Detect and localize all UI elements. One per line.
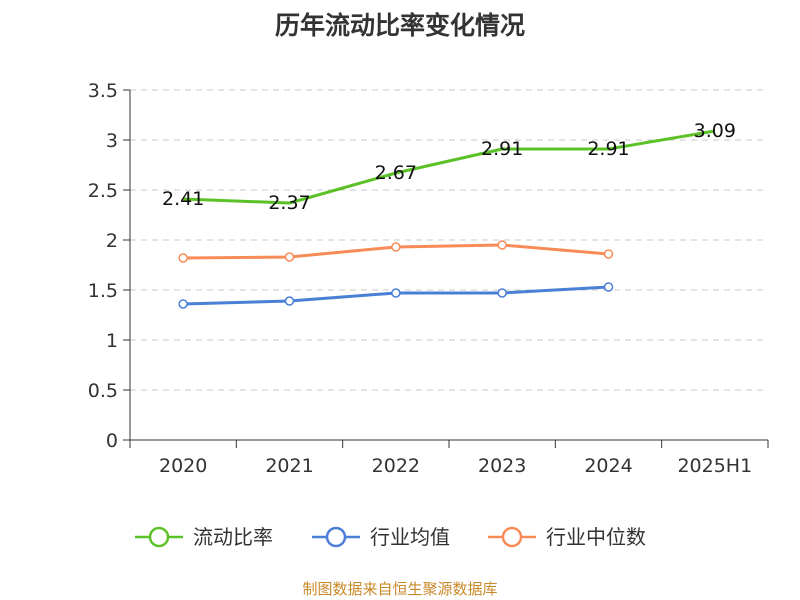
data-label: 2.91 (481, 138, 523, 160)
data-labels: 2.41 2.37 2.67 2.91 2.91 3.09 (162, 120, 736, 214)
data-point (391, 288, 401, 298)
gridlines (130, 89, 768, 391)
legend[interactable]: 流动比率 行业均值 行业中位数 (135, 525, 646, 549)
data-point (178, 299, 188, 309)
x-tick-label: 2021 (265, 455, 313, 477)
series-lines (178, 129, 716, 309)
series-line (183, 129, 716, 205)
y-tick-label: 3.5 (88, 80, 118, 102)
legend-marker (325, 526, 347, 548)
legend-item[interactable]: 行业中位数 (488, 525, 646, 549)
y-tick-label: 2.5 (88, 180, 118, 202)
data-label: 2.67 (375, 162, 417, 184)
data-label: 3.09 (694, 120, 736, 142)
y-tick-label: 1 (106, 330, 118, 352)
legend-marker (501, 526, 523, 548)
data-point (497, 288, 507, 298)
y-tick-label: 0 (106, 430, 118, 452)
legend-label: 行业中位数 (546, 525, 646, 549)
axes: 0 0.5 1 1.5 2 2.5 3 3.5 2020 2021 2022 2023 2024 2025… (88, 80, 769, 477)
data-point (178, 253, 188, 263)
legend-label: 流动比率 (193, 525, 273, 549)
source-note: 制图数据来自恒生聚源数据库 (302, 580, 498, 598)
data-point (391, 242, 401, 252)
data-point (497, 240, 507, 250)
legend-marker (148, 526, 170, 548)
y-tick-label: 2 (106, 230, 118, 252)
x-tick-label: 2025H1 (677, 455, 752, 477)
x-tick-label: 2024 (584, 455, 632, 477)
x-tick-label: 2020 (159, 455, 207, 477)
y-tick-label: 0.5 (88, 380, 118, 402)
data-point (284, 252, 295, 262)
data-label: 2.37 (268, 192, 310, 214)
legend-item[interactable]: 流动比率 (135, 525, 273, 549)
data-point (603, 249, 614, 259)
data-label: 2.91 (587, 138, 629, 160)
y-tick-label: 1.5 (88, 280, 118, 302)
data-point (284, 296, 295, 306)
legend-label: 行业均值 (370, 525, 450, 549)
legend-item[interactable]: 行业均值 (312, 525, 450, 549)
data-label: 2.41 (162, 188, 204, 210)
chart-title: 历年流动比率变化情况 (274, 11, 525, 40)
x-tick-label: 2023 (478, 455, 526, 477)
y-tick-label: 3 (106, 130, 118, 152)
data-point (603, 282, 614, 292)
x-tick-label: 2022 (372, 455, 420, 477)
